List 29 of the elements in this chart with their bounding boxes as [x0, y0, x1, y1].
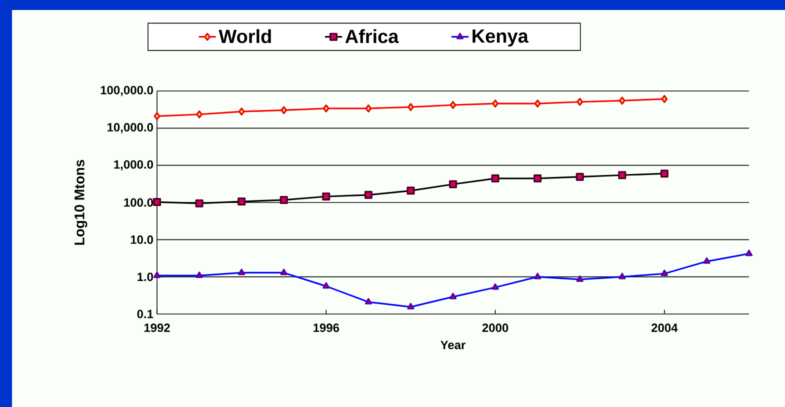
- y-tick-label: 100.0: [124, 198, 153, 207]
- point: [365, 104, 372, 112]
- y-tick-label: 10,000.0: [108, 123, 153, 134]
- x-tick-label: 1992: [144, 324, 170, 332]
- point: [576, 98, 584, 106]
- point: [618, 96, 626, 105]
- y-tick-label: 10.0: [130, 235, 153, 244]
- y-axis-title: Log10 Mtons: [74, 160, 88, 245]
- y-tick-label: 1.0: [138, 272, 153, 282]
- y-tick-label: 1,000.0: [114, 160, 153, 170]
- point: [492, 100, 498, 108]
- point: [408, 103, 414, 112]
- legend-label: Kenya: [472, 30, 528, 47]
- x-tick-label: 2000: [482, 324, 508, 332]
- point: [322, 104, 330, 112]
- x-axis-title: Year: [440, 340, 466, 350]
- y-tick-label: 100,000.0: [100, 86, 153, 96]
- y-tick-label: 0.1: [137, 310, 154, 318]
- x-tick-label: 1996: [314, 324, 340, 332]
- x-tick-label: 2004: [652, 324, 678, 332]
- point: [238, 108, 245, 116]
- legend-label: Africa: [345, 29, 399, 44]
- point: [661, 94, 668, 103]
- legend-label: World: [218, 29, 271, 44]
- point: [196, 110, 202, 118]
- point: [280, 106, 288, 114]
- point: [534, 100, 541, 108]
- point: [450, 101, 456, 109]
- point: [154, 112, 160, 120]
